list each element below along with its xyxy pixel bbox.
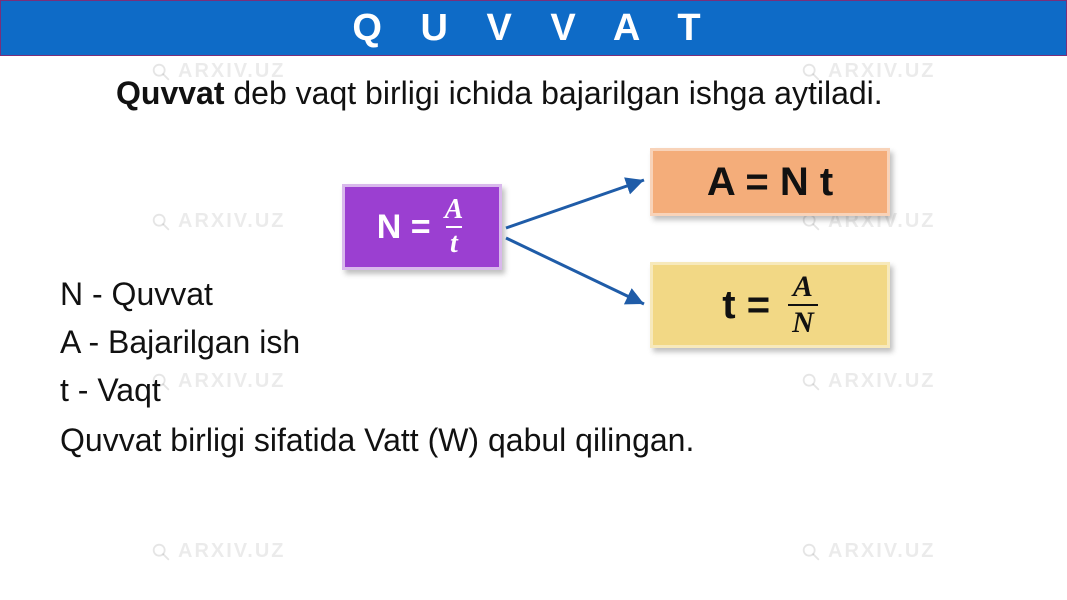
formula-main-num: A bbox=[441, 196, 468, 226]
watermark: ARXIV.UZ bbox=[150, 540, 286, 563]
title-text: Q U V V A T bbox=[352, 7, 714, 50]
arrow-to-t bbox=[502, 228, 652, 318]
title-bar: Q U V V A T bbox=[0, 0, 1067, 56]
formula-main-fraction: A t bbox=[441, 196, 468, 258]
definition-term: Quvvat bbox=[116, 75, 224, 111]
watermark: ARXIV.UZ bbox=[800, 540, 936, 563]
arrow-to-a bbox=[502, 150, 652, 240]
formula-t-num: A bbox=[789, 272, 817, 304]
formula-t-fraction: A N bbox=[788, 272, 818, 338]
formula-t-lhs: t = bbox=[722, 283, 770, 328]
unit-line: Quvvat birligi sifatida Vatt (W) qabul q… bbox=[60, 422, 1007, 459]
formula-t-den: N bbox=[788, 304, 818, 338]
definition-rest: deb vaqt birligi ichida bajarilgan ishga… bbox=[224, 75, 882, 111]
formula-a: A = N t bbox=[650, 148, 890, 216]
formula-main-den: t bbox=[446, 226, 462, 258]
legend-n: N - Quvvat bbox=[60, 270, 213, 318]
legend-a: A - Bajarilgan ish bbox=[60, 318, 300, 366]
slide: ARXIV.UZ ARXIV.UZ ARXIV.UZ ARXIV.UZ ARXIV.UZ… bbox=[0, 0, 1067, 600]
watermark: ARXIV.UZ bbox=[150, 210, 286, 233]
watermark: ARXIV.UZ bbox=[800, 370, 936, 393]
formula-t: t = A N bbox=[650, 262, 890, 348]
watermark: ARXIV.UZ bbox=[150, 370, 286, 393]
formula-main: N = A t bbox=[342, 184, 502, 270]
formula-a-text: A = N t bbox=[707, 160, 833, 205]
definition: Quvvat deb vaqt birligi ichida bajarilga… bbox=[60, 70, 1007, 116]
formula-main-lhs: N = bbox=[377, 208, 431, 247]
legend-t: t - Vaqt bbox=[60, 366, 161, 414]
